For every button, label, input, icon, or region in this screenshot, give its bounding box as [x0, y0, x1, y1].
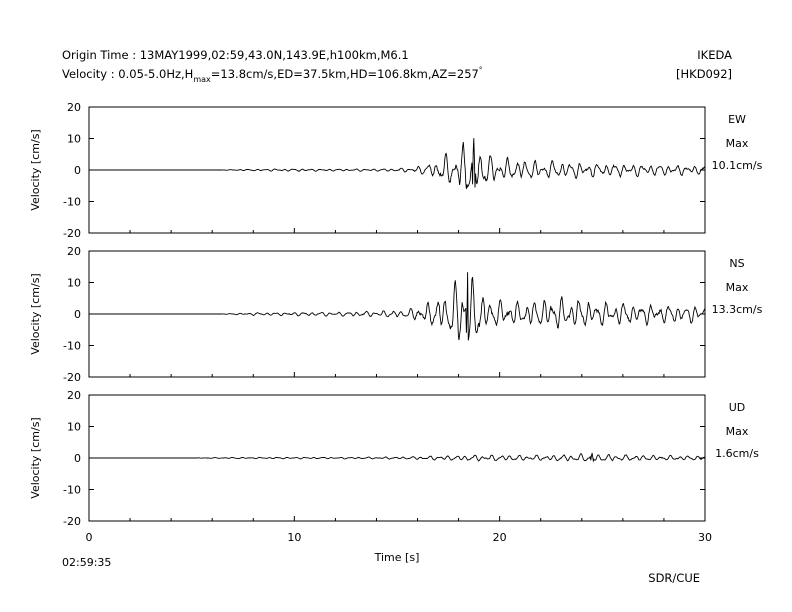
y-axis-label: Velocity [cm/s]	[29, 129, 42, 210]
credit-label: SDR/CUE	[648, 571, 700, 585]
y-axis-label: Velocity [cm/s]	[29, 273, 42, 354]
y-tick-label: 0	[74, 452, 81, 465]
x-tick-label: 10	[287, 531, 301, 544]
y-tick-label: 10	[67, 277, 81, 290]
max-label: Max	[726, 425, 749, 438]
max-value: 1.6cm/s	[715, 447, 759, 460]
x-axis-label: Time [s]	[374, 551, 420, 564]
max-label: Max	[726, 281, 749, 294]
x-tick-label: 0	[86, 531, 93, 544]
panels-group: 20 10 0 -10 -20 Velocity [cm/s] EW Max 10.1cm/s 2…	[29, 101, 763, 564]
waveform-ud	[197, 452, 705, 463]
start-time-label: 02:59:35	[62, 556, 111, 569]
velocity-info-line: Velocity : 0.05-5.0Hz,Hmax=13.8cm/s,ED=3…	[62, 66, 482, 84]
velocity-info-suffix: =13.8cm/s,ED=37.5km,HD=106.8km,AZ=257	[211, 67, 479, 81]
waveform-ew	[222, 138, 706, 190]
x-tick-label: 20	[493, 531, 507, 544]
y-tick-label: 20	[67, 101, 81, 114]
y-tick-label: 0	[74, 308, 81, 321]
station-code: [HKD092]	[676, 67, 732, 81]
y-tick-label: 10	[67, 133, 81, 146]
velocity-info-subscript: max	[193, 75, 211, 84]
y-tick-label: -10	[63, 340, 81, 353]
waveform-ns	[222, 272, 706, 341]
max-value: 10.1cm/s	[712, 159, 763, 172]
max-value: 13.3cm/s	[712, 303, 763, 316]
y-tick-label: 20	[67, 245, 81, 258]
y-tick-label: -10	[63, 484, 81, 497]
component-label: EW	[728, 113, 746, 126]
max-label: Max	[726, 137, 749, 150]
y-tick-label: -20	[63, 371, 81, 384]
y-tick-label: 20	[67, 389, 81, 402]
component-label: NS	[729, 257, 744, 270]
station-name: IKEDA	[697, 48, 732, 62]
y-tick-label: -20	[63, 227, 81, 240]
component-label: UD	[729, 401, 746, 414]
velocity-info-prefix: Velocity : 0.05-5.0Hz,H	[62, 67, 193, 81]
y-tick-label: -10	[63, 196, 81, 209]
y-tick-label: -20	[63, 515, 81, 528]
y-axis-label: Velocity [cm/s]	[29, 417, 42, 498]
degree-symbol: °	[479, 66, 483, 74]
y-tick-label: 0	[74, 164, 81, 177]
y-tick-label: 10	[67, 421, 81, 434]
origin-time-line: Origin Time : 13MAY1999,02:59,43.0N,143.…	[62, 48, 409, 62]
x-tick-label: 30	[698, 531, 712, 544]
